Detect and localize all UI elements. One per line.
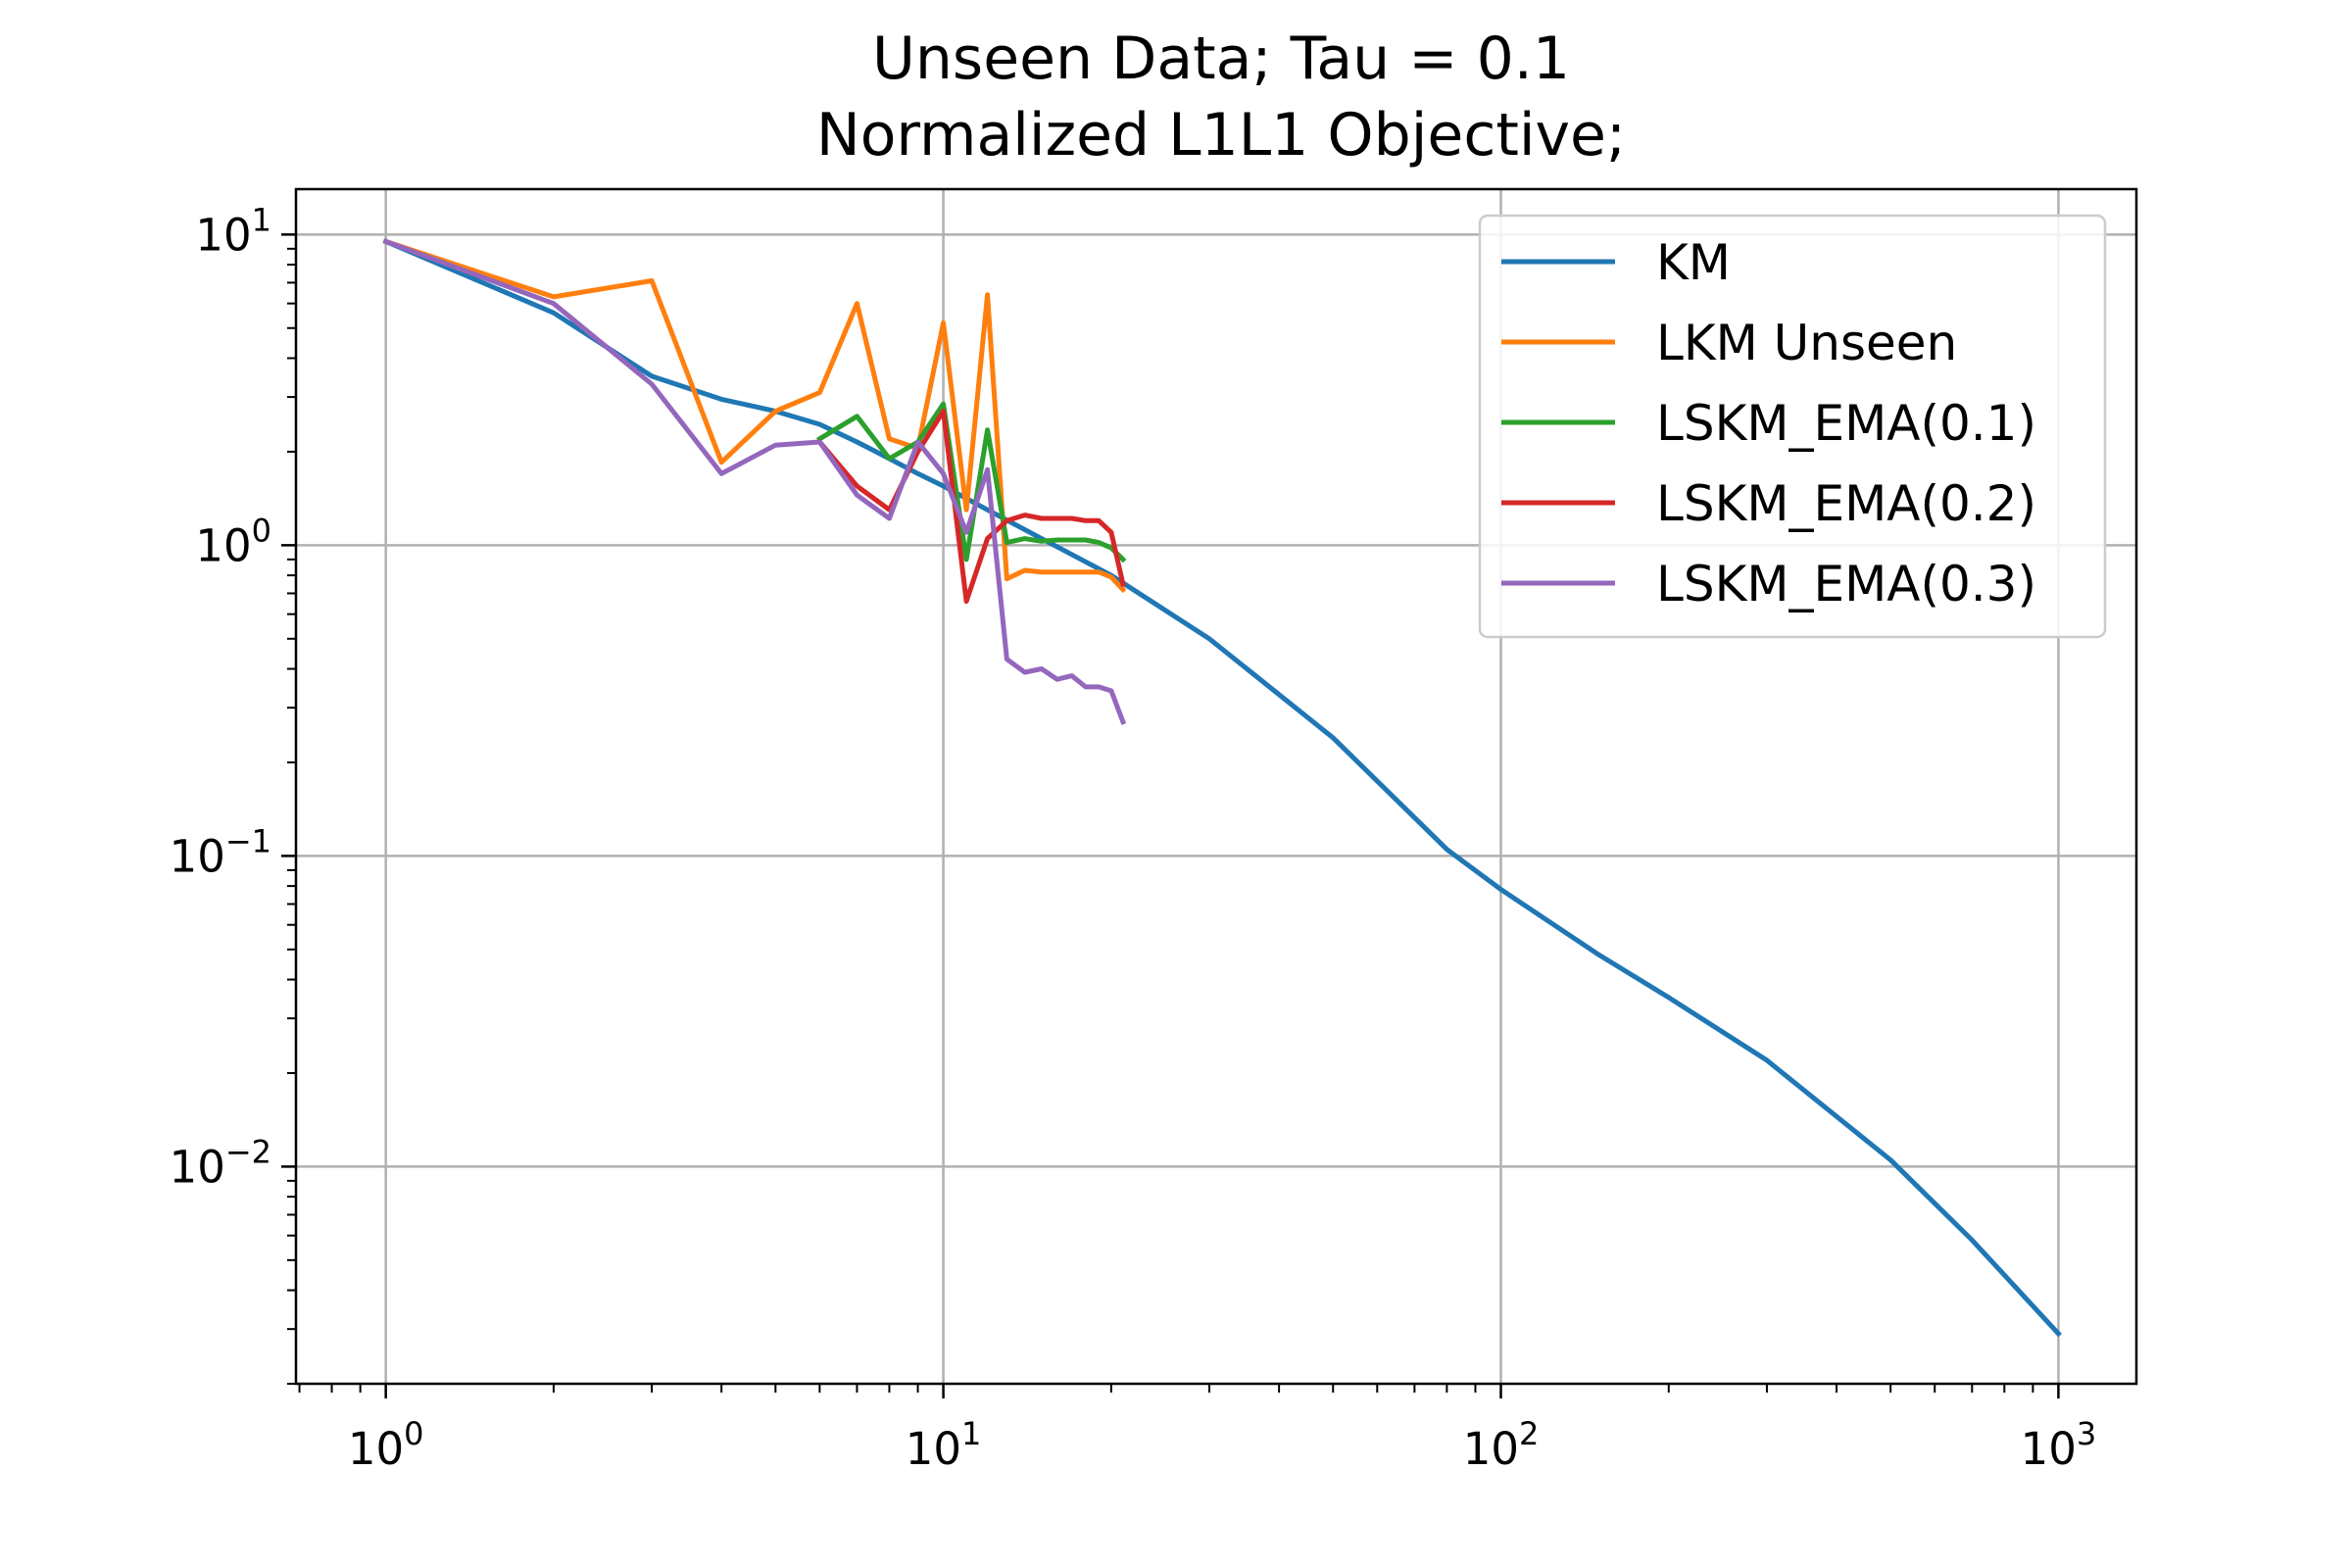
y-tick-label: 10−2 [170, 1133, 271, 1193]
legend-label: LSKM_EMA(0.2) [1656, 475, 2036, 532]
legend-label: LKM Unseen [1656, 315, 1957, 371]
plot-area [382, 238, 2062, 1338]
y-tick-label: 10−1 [170, 822, 271, 882]
series-line [382, 238, 1127, 594]
y-tick-label: 101 [195, 201, 271, 261]
legend: KM LKM Unseen LSKM_EMA(0.1) LSKM_EMA(0.2) LS… [1478, 214, 2107, 639]
legend-label: LSKM_EMA(0.1) [1656, 395, 2036, 452]
axes: 100 101 102 103 101 100 10−1 10−2 [170, 187, 2138, 1475]
series-line [382, 238, 1127, 725]
chart-subtitle: Normalized L1L1 Objective; [816, 101, 1626, 170]
series-line [815, 401, 1127, 564]
x-tick-label: 103 [2021, 1415, 2097, 1475]
chart-title: Unseen Data; Tau = 0.1 [872, 24, 1570, 93]
legend-label: LSKM_EMA(0.3) [1656, 556, 2036, 612]
series-line [382, 238, 2062, 1338]
axes-frame [294, 187, 2138, 1386]
legend-box [1478, 214, 2107, 639]
y-tick-label: 100 [195, 512, 271, 571]
legend-label: KM [1656, 234, 1731, 291]
x-tick-label: 100 [348, 1415, 424, 1475]
x-tick-label: 102 [1463, 1415, 1540, 1475]
x-tick-label: 101 [906, 1415, 982, 1475]
